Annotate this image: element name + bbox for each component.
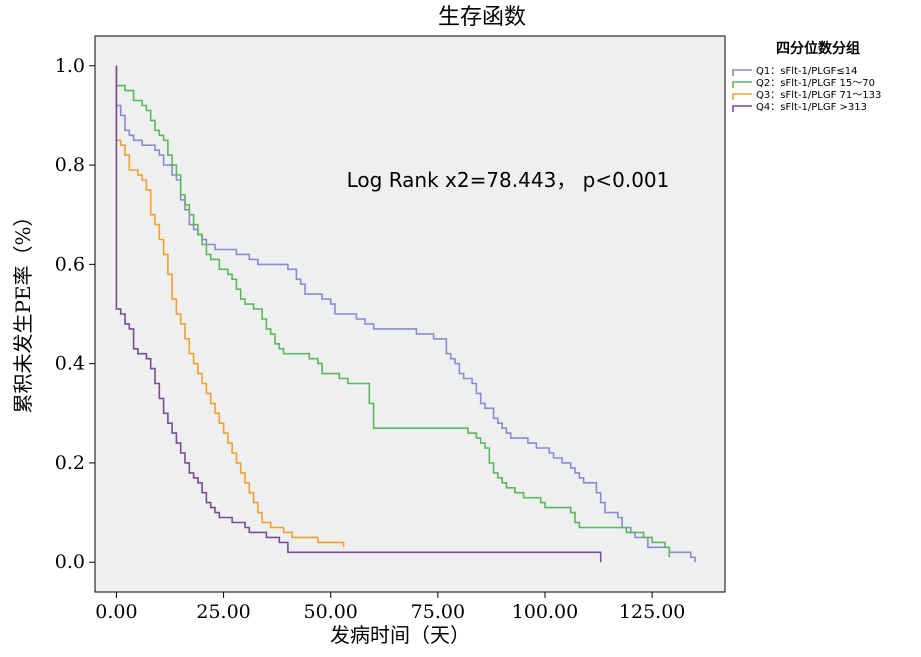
series-line-q2 — [115, 65, 671, 558]
x-tick-label: 75.00 — [411, 601, 465, 623]
y-axis-label: 累积未发生PE率（%） — [11, 206, 35, 413]
y-tick-label: 0.8 — [55, 154, 85, 176]
axis-layer: 0.0 0.2 0.4 0.6 0.8 1.0 0.00 25.00 50.00 75.00 100… — [55, 55, 686, 623]
y-tick-label: 1.0 — [55, 55, 85, 77]
series-layer — [115, 65, 696, 563]
x-tick-label: 0.00 — [95, 601, 137, 623]
legend-swatch-q3 — [732, 93, 752, 100]
series-line-q1 — [115, 65, 696, 563]
series-line-q4 — [115, 65, 602, 563]
legend-label-q1: Q1：sFlt-1/PLGF≤14 — [756, 66, 857, 77]
x-tick-label: 100.00 — [512, 601, 578, 623]
plot-area — [94, 35, 726, 593]
x-tick-label: 125.00 — [619, 601, 685, 623]
x-tick-label: 25.00 — [196, 601, 250, 623]
y-tick-label: 0.2 — [55, 452, 85, 474]
legend-label-q2: Q2：sFlt-1/PLGF 15～70 — [756, 78, 875, 89]
legend-swatch-q1 — [732, 69, 752, 76]
chart-title: 生存函数 — [438, 5, 526, 30]
x-axis-label: 发病时间（天） — [330, 623, 470, 647]
x-tick-label: 50.00 — [304, 601, 358, 623]
y-tick-label: 0.0 — [55, 551, 85, 573]
series-line-q3 — [115, 65, 345, 548]
y-tick-label: 0.4 — [55, 353, 85, 375]
legend-label-q3: Q3：sFlt-1/PLGF 71～133 — [756, 90, 881, 101]
legend-label-q4: Q4：sFlt-1/PLGF >313 — [756, 102, 867, 113]
legend-swatch-q4 — [732, 105, 752, 112]
legend-swatch-q2 — [732, 81, 752, 88]
legend-title: 四分位数分组 — [776, 40, 860, 57]
log-rank-annotation: Log Rank x2=78.443， p<0.001 — [347, 168, 670, 192]
y-tick-label: 0.6 — [55, 253, 85, 275]
